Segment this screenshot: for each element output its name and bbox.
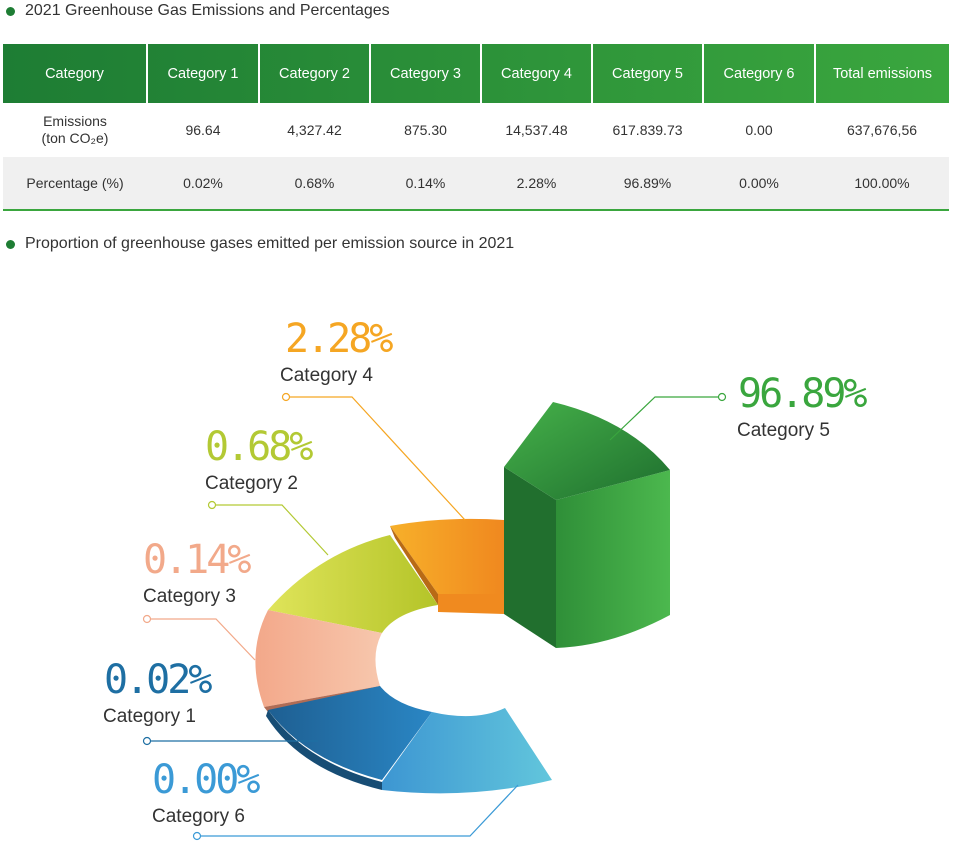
leader-dot-category-2 [207,500,217,510]
slice-category-1-face-0 [268,686,432,780]
percentage-cell-category-5: 96.89% [592,157,703,211]
leader-dot-category-4 [281,392,291,402]
slice-category-6-face-0 [382,708,552,794]
category-label-category-2: Category 2 [205,473,298,494]
slice-category-5-face-1 [556,470,670,648]
category-label-category-3: Category 3 [143,586,236,607]
percentage-cell-category-2: 0.68% [259,157,370,211]
leader-line-category-3 [147,618,256,661]
percentage-cell-total: 100.00% [815,157,949,211]
table-heading-text: 2021 Greenhouse Gas Emissions and Percen… [25,2,390,19]
emissions-label-line2: (ton CO₂e) [41,130,109,146]
slice-category-5-face-0 [504,467,556,648]
emissions-label-line1: Emissions [43,113,107,129]
category-label-category-6: Category 6 [152,806,245,827]
slice-category-3-face-0 [255,610,382,707]
slice-category-2-face-0 [268,535,438,633]
category-label-category-5: Category 5 [737,420,830,441]
emissions-cell-category-2: 4,327.42 [259,103,370,157]
percentage-cell-category-1: 0.02% [147,157,259,211]
percentage-cell-category-3: 0.14% [370,157,481,211]
data-label-category-6: 0.00% [152,757,260,803]
data-label-category-4: 2.28% [285,316,393,362]
leader-line-category-2 [212,504,329,556]
leaders-layer [142,392,727,841]
leader-line-category-5 [609,396,722,441]
header-total-emissions: Total emissions [814,44,949,103]
header-category-6: Category 6 [702,44,815,103]
emissions-cell-category-6: 0.00 [703,103,815,157]
leader-dot-category-5 [717,392,727,402]
leader-dot-category-3 [142,614,152,624]
leader-dot-category-1 [142,736,152,746]
percentage-label: Percentage (%) [3,157,147,211]
slice-category-4 [390,518,504,614]
table-row-emissions: Emissions (ton CO₂e) 96.64 4,327.42 875.… [3,103,949,157]
leader-line-category-6 [197,784,519,837]
emissions-cell-category-3: 875.30 [370,103,481,157]
slice-category-1-face-1 [266,710,382,790]
header-category-5: Category 5 [591,44,703,103]
chart-heading-text: Proportion of greenhouse gases emitted p… [25,235,515,252]
slices-layer [255,402,670,794]
emissions-cell-category-4: 14,537.48 [481,103,592,157]
slice-category-4-face-2 [390,526,438,605]
slice-category-5-face-2 [504,402,670,500]
slice-category-4-face-1 [390,518,504,594]
emissions-cell-category-5: 617.839.73 [592,103,703,157]
leader-line-category-4 [286,396,466,521]
table-heading: 2021 Greenhouse Gas Emissions and Percen… [6,0,390,22]
data-label-category-5: 96.89% [738,371,867,417]
header-category-2: Category 2 [258,44,370,103]
emissions-label: Emissions (ton CO₂e) [3,103,147,157]
header-category: Category [3,44,147,103]
emissions-table: Category Category 1 Category 2 Category … [3,44,949,211]
category-label-category-1: Category 1 [103,706,196,727]
header-category-4: Category 4 [480,44,592,103]
slice-category-5 [504,402,670,648]
slice-category-2 [268,535,438,633]
chart-heading: Proportion of greenhouse gases emitted p… [6,233,514,255]
header-category-3: Category 3 [369,44,481,103]
leader-dot-category-6 [192,831,202,841]
emissions-donut-chart: 96.89% Category 5 2.28% Category 4 0.68% Cate… [103,316,870,841]
header-category-1: Category 1 [146,44,259,103]
bullet-dot-icon [6,6,15,16]
emissions-cell-total: 637,676,56 [815,103,949,157]
slice-category-1 [266,686,432,790]
data-label-category-2: 0.68% [205,424,313,470]
table-header-row: Category Category 1 Category 2 Category … [3,44,949,103]
emissions-cell-category-1: 96.64 [147,103,259,157]
category-label-category-4: Category 4 [280,365,373,386]
bullet-dot-icon [6,239,15,249]
labels-layer: 96.89% Category 5 2.28% Category 4 0.68% Cate… [103,316,870,827]
data-label-category-1: 0.02% [104,657,212,703]
slice-category-6 [382,708,552,794]
slice-category-4-face-0 [438,594,504,614]
percentage-cell-category-4: 2.28% [481,157,592,211]
table-row-percentage: Percentage (%) 0.02% 0.68% 0.14% 2.28% 9… [3,157,949,211]
data-label-category-3: 0.14% [143,537,251,583]
percentage-cell-category-6: 0.00% [703,157,815,211]
